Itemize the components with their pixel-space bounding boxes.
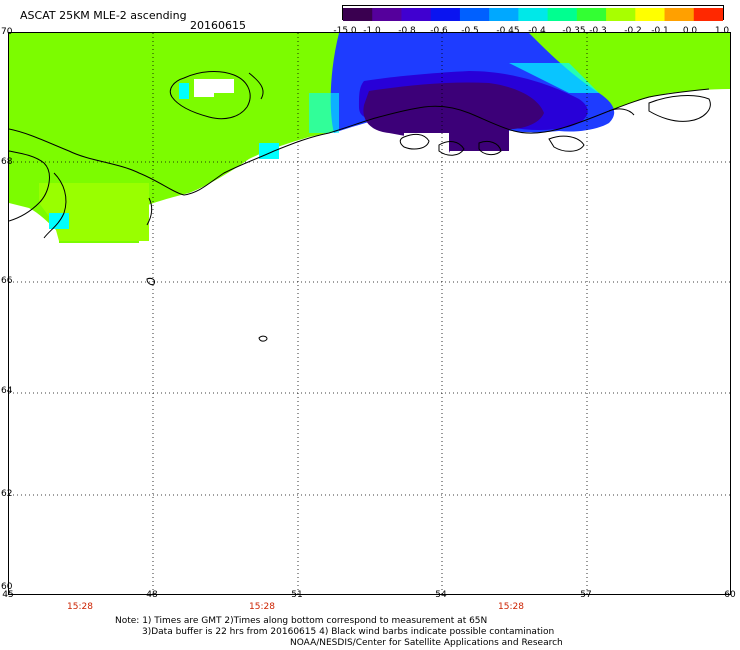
lon-label: 45 xyxy=(2,590,14,600)
colorbar-label: -0.3 xyxy=(589,26,607,36)
colorbar-swatch xyxy=(459,8,490,21)
lat-label: 66 xyxy=(1,276,13,286)
no-data-region xyxy=(194,79,234,97)
colorbar-swatches xyxy=(343,8,724,21)
colorbar-swatch xyxy=(401,8,432,21)
colorbar xyxy=(342,5,724,21)
graticule xyxy=(9,33,730,594)
lon-label: 54 xyxy=(435,590,447,600)
colorbar-label: 0.0 xyxy=(682,26,698,36)
lat-label: 60 xyxy=(1,582,13,592)
pass-time: 15:28 xyxy=(498,602,524,612)
colorbar-swatch xyxy=(430,8,461,21)
colorbar-label: -15.0 xyxy=(333,26,357,36)
colorbar-swatch xyxy=(635,8,666,21)
wind-region xyxy=(449,103,509,151)
colorbar-label: -0.1 xyxy=(651,26,669,36)
note-line-3: NOAA/NESDIS/Center for Satellite Applica… xyxy=(290,638,563,648)
colorbar-label: -0.2 xyxy=(624,26,642,36)
pass-time: 15:28 xyxy=(67,602,93,612)
colorbar-swatch xyxy=(693,8,724,21)
wind-region xyxy=(179,83,189,99)
colorbar-label: 1.0 xyxy=(714,26,730,36)
product-date: 20160615 xyxy=(190,19,246,32)
note-line-2: 3)Data buffer is 22 hrs from 20160615 4)… xyxy=(142,627,555,637)
colorbar-label: -0.8 xyxy=(398,26,416,36)
colorbar-label: -0.35 xyxy=(562,26,586,36)
colorbar-swatch xyxy=(518,8,549,21)
map-plot-area xyxy=(8,32,731,595)
no-data-region xyxy=(404,133,449,155)
wind-data-layer xyxy=(9,33,730,243)
colorbar-swatch xyxy=(606,8,636,21)
colorbar-label: -0.45 xyxy=(496,26,520,36)
colorbar-swatch xyxy=(489,8,519,21)
colorbar-swatch xyxy=(372,8,402,21)
colorbar-swatch xyxy=(576,8,607,21)
lon-label: 60 xyxy=(724,590,736,600)
lat-label: 70 xyxy=(1,27,13,37)
wind-region xyxy=(509,63,599,93)
product-title: ASCAT 25KM MLE-2 ascending xyxy=(20,9,187,22)
lat-label: 68 xyxy=(1,157,13,167)
note-line-1: Note: 1) Times are GMT 2)Times along bot… xyxy=(115,616,488,626)
lon-label: 51 xyxy=(291,590,303,600)
colorbar-label: -1.0 xyxy=(363,26,381,36)
lat-label: 64 xyxy=(1,386,13,396)
colorbar-swatch xyxy=(343,8,373,21)
pass-time: 15:28 xyxy=(249,602,275,612)
wind-region xyxy=(309,93,339,133)
colorbar-swatch xyxy=(547,8,578,21)
lon-label: 57 xyxy=(580,590,592,600)
lat-label: 62 xyxy=(1,489,13,499)
map-svg xyxy=(8,33,730,594)
colorbar-swatch xyxy=(664,8,695,21)
colorbar-label: -0.5 xyxy=(461,26,479,36)
colorbar-labels: -15.0 -1.0 -0.8 -0.6 -0.5 -0.45 -0.4 -0.… xyxy=(330,26,740,38)
coastline xyxy=(8,70,711,342)
colorbar-label: -0.6 xyxy=(430,26,448,36)
colorbar-label: -0.4 xyxy=(528,26,546,36)
wind-region xyxy=(39,183,149,241)
lon-label: 48 xyxy=(146,590,158,600)
